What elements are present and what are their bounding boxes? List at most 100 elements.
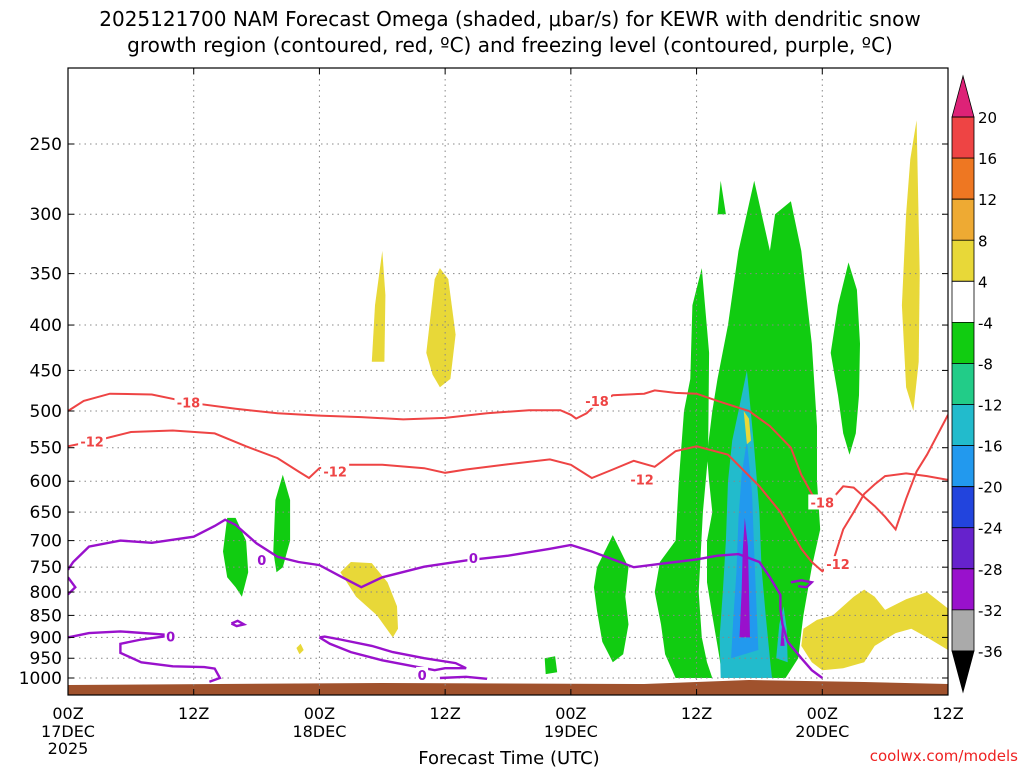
y-tick-label-900: 900 [30,628,62,648]
colorbar-bin [951,527,975,570]
omega-shade-ascent-20-21h [273,474,291,573]
colorbar-bin [951,116,975,159]
plot-area: -18 -12 -12 -18 -12 -18 -12 0 0 0 0 250 300 350 400 450… [19,67,964,758]
colorbar-label: -32 [978,602,1003,620]
y-tick-label-1000: 1000 [19,669,62,689]
freezing-contour-freezing-lower [68,630,222,683]
x-tick-date: 19DEC [544,722,598,741]
x-tick-year: 2025 [48,739,89,758]
colorbar-label: -24 [978,520,1003,538]
y-tick-label-800: 800 [30,583,62,603]
terrain-shading [68,679,948,695]
contour-label-freezing: 0 [166,631,175,646]
colorbar-label: 16 [978,150,997,168]
colorbar-bin [951,198,975,241]
colorbar-label: 12 [978,191,997,209]
omega-shade-sinking-401hPa [371,250,386,362]
x-tick-date: 20DEC [795,722,849,741]
y-tick-label-250: 250 [30,135,62,155]
colorbar-bin [951,74,975,118]
x-tick-label: 12Z [429,704,460,723]
colorbar-bin [951,568,975,611]
omega-shade-ascent-small-62h [717,180,726,215]
colorbar-label: 4 [978,273,988,291]
contour-label-dgz: -12 [630,473,654,488]
colorbar-label: -28 [978,561,1003,579]
contour-label-bg-5 [808,494,837,510]
omega-shade-purple-68h [780,619,785,646]
x-tick-label: 12Z [178,704,209,723]
x-tick-label: 00Z [304,704,335,723]
chart-title-line2: growth region (contoured, red, ºC) and f… [127,33,893,57]
plot-frame [67,67,949,696]
freezing-contour-freezing-right-patch [790,579,815,589]
y-tick-label-500: 500 [30,402,62,422]
contour-label-bg-1 [78,433,107,449]
x-axis-label: Forecast Time (UTC) [418,748,599,768]
y-tick-label-650: 650 [30,503,62,523]
omega-shade-sinking-80h [901,120,920,411]
chart-title-line1: 2025121700 NAM Forecast Omega (shaded, μ… [99,7,920,31]
contour-label-bg-10 [416,666,429,682]
x-tick-label: 00Z [52,704,83,723]
contour-label-bg-4 [628,471,657,487]
contour-label-freezing: 0 [469,552,478,567]
contour-label-dgz: -18 [177,396,201,411]
contour-label-dgz: -12 [826,558,850,573]
colorbar: 20 16 12 8 4 -4 -8 -12 -16 -20 -24 -28 -32 -36 [951,74,1003,694]
credit-label: coolwx.com/models [870,747,1018,765]
colorbar-label: -20 [978,479,1003,497]
omega-shade-sinking-27h [340,562,398,638]
freezing-contour-freezing-upper [68,518,824,679]
freezing-contour-freezing-small-loop [230,619,248,628]
x-tick-label: 00Z [555,704,586,723]
colorbar-bin [951,239,975,282]
x-tick-date: 17DEC [41,722,95,741]
contour-label-bg-7 [255,551,268,567]
plot-clipped-group: -18 -12 -12 -18 -12 -18 -12 0 0 0 0 [68,68,948,695]
omega-shade-sinking-36h [426,268,456,388]
colorbar-bin [951,609,975,652]
y-tick-label-350: 350 [30,265,62,285]
colorbar-bin [951,322,975,364]
dgz-contour--12-lower [68,429,948,573]
contour-label-bg-8 [164,628,177,644]
colorbar-label: -8 [978,355,993,373]
colorbar-label: 8 [978,232,988,250]
contour-label-bg-9 [467,549,480,565]
dgz-contour--18-upper [68,389,948,532]
y-tick-label-700: 700 [30,532,62,552]
y-tick-label-450: 450 [30,361,62,381]
y-tick-label-750: 750 [30,558,62,578]
contour-label-dgz: -18 [811,496,835,511]
colorbar-bin [951,650,975,694]
colorbar-bin [951,445,975,488]
colorbar-bin [951,486,975,529]
x-tick-label: 12Z [681,704,712,723]
contour-label-bg-6 [824,556,852,572]
colorbar-label: -16 [978,438,1003,456]
y-tick-label-300: 300 [30,205,62,225]
omega-shade-purple-core [739,517,750,638]
y-tick-label-600: 600 [30,472,62,492]
omega-shade-sinking-lower-right [801,589,948,671]
y-tick-label-850: 850 [30,606,62,626]
y-tick-label-950: 950 [30,649,62,669]
colorbar-label: 20 [978,109,997,127]
freezing-contour-freezing-base [439,675,488,680]
contour-label-dgz: -18 [585,395,609,410]
omega-shade-ascent-band-58-63h [654,268,713,678]
contour-label-freezing: 0 [418,669,427,684]
contour-label-dgz: -12 [323,465,347,480]
colorbar-bin [951,363,975,405]
x-tick-date: 18DEC [292,722,346,741]
contour-label-dgz: -12 [80,435,104,450]
x-tick-label: 12Z [932,704,963,723]
omega-shade-ascent-14-16h [223,517,249,597]
omega-shade-sinking-small-58h [743,411,751,445]
contour-label-freezing: 0 [257,554,266,569]
colorbar-bin [951,157,975,200]
freezing-contour-freezing-mid [318,635,467,672]
